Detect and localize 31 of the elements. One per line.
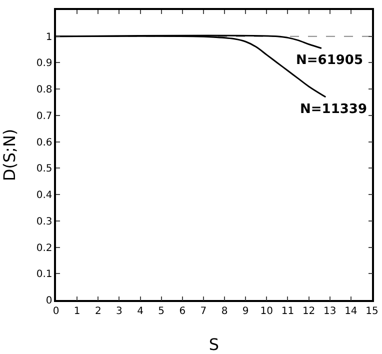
x-tick-label: 5 <box>158 306 165 317</box>
x-tick-label: 6 <box>179 306 186 317</box>
x-tick-label: 13 <box>324 306 336 317</box>
x-tick-label: 0 <box>52 306 60 317</box>
y-tick-label: 0.7 <box>36 110 52 122</box>
x-tick-label: 14 <box>344 306 358 317</box>
y-tick-label: 0.3 <box>36 216 52 228</box>
y-tick-label: 0.9 <box>36 58 52 70</box>
x-tick-label: 4 <box>137 306 144 317</box>
y-tick-label: 0.6 <box>36 137 52 148</box>
y-tick-label: 0.5 <box>36 164 52 175</box>
y-tick-label: 0 <box>46 296 52 306</box>
x-tick-label: 7 <box>200 306 207 317</box>
x-tick-label: 10 <box>260 306 274 317</box>
y-tick-label: 0.1 <box>36 269 52 280</box>
x-tick-label: 15 <box>366 306 378 317</box>
x-tick-label: 3 <box>116 306 122 317</box>
series-label: N=61905 <box>296 53 363 68</box>
x-tick-label: 2 <box>94 306 102 317</box>
series-label: N=11339 <box>300 102 367 117</box>
y-tick-label: 0.4 <box>36 190 52 202</box>
x-tick-label: 8 <box>221 306 228 317</box>
y-axis-title: D(S;N) <box>0 128 19 182</box>
x-tick-label: 1 <box>74 306 80 317</box>
y-tick-label: 1 <box>46 32 52 43</box>
x-axis-title: S <box>208 335 220 354</box>
x-tick-label: 9 <box>242 306 249 317</box>
x-tick-label: 11 <box>281 306 294 317</box>
y-tick-label: 0.2 <box>36 242 52 254</box>
x-tick-label: 12 <box>302 306 316 317</box>
y-tick-label: 0.8 <box>36 84 52 96</box>
